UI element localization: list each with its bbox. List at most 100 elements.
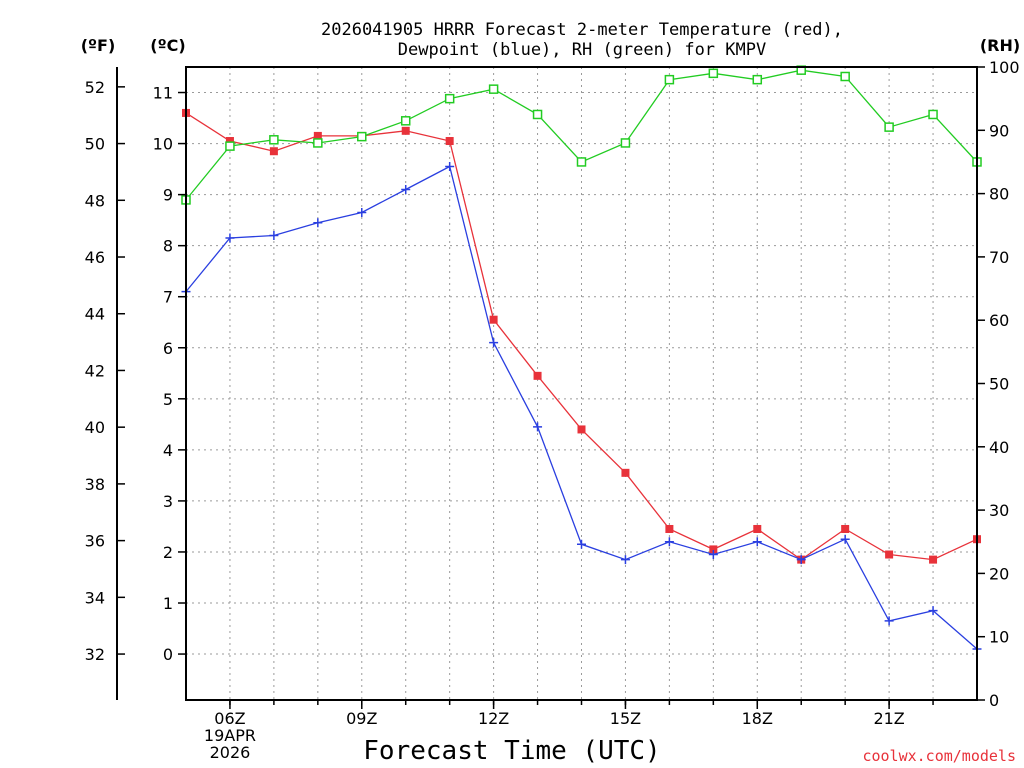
fahrenheit-tick-label: 44 — [85, 305, 105, 324]
rh-tick-label: 30 — [989, 501, 1009, 520]
celsius-tick-label: 5 — [163, 390, 173, 409]
fahrenheit-tick-label: 50 — [85, 135, 105, 154]
series-dewpoint — [181, 162, 982, 654]
rh-tick-label: 60 — [989, 311, 1009, 330]
rh-point — [269, 135, 279, 145]
rh-tick-label: 40 — [989, 438, 1009, 457]
temperature-point — [665, 524, 674, 533]
rh-point — [752, 74, 763, 85]
series-line-rh — [185, 69, 978, 201]
celsius-tick-label: 8 — [163, 237, 173, 256]
temperature-point — [401, 126, 410, 135]
rh-point — [488, 84, 499, 94]
dewpoint-point — [752, 537, 762, 547]
temperature-point — [929, 555, 938, 564]
dewpoint-point — [796, 555, 806, 565]
dewpoint-point — [620, 555, 630, 565]
rh-tick-label: 80 — [989, 185, 1009, 204]
celsius-tick-label: 3 — [163, 492, 173, 511]
chart-title-line1: 2026041905 HRRR Forecast 2-meter Tempera… — [321, 20, 843, 40]
rh-point — [928, 109, 938, 120]
temperature-point — [269, 147, 278, 156]
series-temperature — [182, 108, 981, 564]
chart-title-line2: Dewpoint (blue), RH (green) for KMPV — [398, 40, 766, 60]
rh-point — [664, 74, 675, 85]
fahrenheit-tick-label: 42 — [85, 361, 105, 380]
rh-point — [708, 68, 719, 79]
rh-point — [576, 157, 587, 167]
fahrenheit-unit-label: (ºF) — [81, 36, 116, 55]
dewpoint-point — [664, 537, 674, 547]
dewpoint-point — [884, 616, 894, 626]
temperature-point — [577, 425, 586, 434]
fahrenheit-tick-label: 52 — [85, 78, 105, 97]
rh-tick-label: 20 — [989, 564, 1009, 583]
source-credit: coolwx.com/models — [862, 747, 1016, 765]
x-tick-label: 09Z — [346, 709, 377, 728]
temperature-point — [841, 524, 850, 533]
series-line-dewpoint — [185, 165, 978, 650]
rh-point — [313, 138, 323, 148]
rh-tick-label: 70 — [989, 248, 1009, 267]
fahrenheit-tick-label: 46 — [85, 248, 105, 267]
series-line-temperature — [185, 112, 978, 561]
x-tick-label: 15Z — [610, 709, 641, 728]
fahrenheit-tick-label: 32 — [85, 645, 105, 664]
temperature-point — [709, 545, 718, 554]
x-tick-label: 18Z — [742, 709, 773, 728]
fahrenheit-tick-label: 40 — [85, 418, 105, 437]
celsius-tick-label: 4 — [163, 441, 173, 460]
rh-tick-label: 0 — [989, 691, 999, 710]
dewpoint-point — [928, 606, 938, 616]
fahrenheit-tick-label: 48 — [85, 191, 105, 210]
celsius-tick-label: 2 — [163, 543, 173, 562]
rh-point — [444, 93, 455, 104]
x-tick-label: 21Z — [873, 709, 904, 728]
temperature-point — [621, 468, 630, 477]
fahrenheit-tick-label: 38 — [85, 475, 105, 494]
dewpoint-point — [269, 230, 279, 240]
celsius-tick-label: 6 — [163, 339, 173, 358]
x-tick-label: 06Z — [214, 709, 245, 728]
dewpoint-point — [577, 539, 586, 549]
dewpoint-point — [708, 550, 718, 560]
rh-tick-label: 10 — [989, 628, 1009, 647]
rh-tick-label: 50 — [989, 375, 1009, 394]
celsius-tick-label: 7 — [163, 288, 173, 307]
fahrenheit-tick-label: 36 — [85, 532, 105, 551]
rh-unit-label: (RH) — [980, 36, 1020, 55]
dewpoint-point — [401, 185, 411, 195]
dewpoint-point — [313, 218, 323, 228]
rh-point — [884, 122, 894, 132]
axes-layer: 0123456789101132343638404244464850520102… — [85, 58, 1020, 762]
rh-tick-label: 90 — [989, 121, 1009, 140]
celsius-tick-label: 10 — [153, 135, 173, 154]
temperature-point — [313, 131, 322, 140]
x-tick-date-label: 19APR — [204, 726, 256, 745]
celsius-unit-label: (ºC) — [150, 36, 185, 55]
x-tick-label: 12Z — [478, 709, 509, 728]
rh-point — [400, 116, 411, 126]
rh-point — [357, 131, 367, 142]
temperature-point — [225, 137, 234, 146]
temperature-point — [533, 371, 542, 380]
dewpoint-point — [840, 534, 850, 544]
rh-point — [225, 141, 235, 151]
dewpoint-point — [445, 162, 455, 172]
rh-tick-label: 100 — [989, 58, 1020, 77]
celsius-tick-label: 11 — [153, 84, 173, 103]
temperature-point — [489, 315, 498, 324]
rh-point — [532, 109, 543, 120]
celsius-tick-label: 0 — [163, 645, 173, 664]
rh-point — [620, 138, 631, 148]
celsius-tick-label: 1 — [163, 594, 173, 613]
temperature-point — [885, 550, 894, 559]
x-tick-year-label: 2026 — [210, 743, 251, 762]
dewpoint-point — [357, 207, 367, 217]
temperature-point — [753, 524, 762, 533]
fahrenheit-tick-label: 34 — [85, 588, 105, 607]
dewpoint-point — [489, 338, 499, 348]
series-layer — [181, 65, 982, 654]
x-axis-title: Forecast Time (UTC) — [363, 736, 660, 766]
